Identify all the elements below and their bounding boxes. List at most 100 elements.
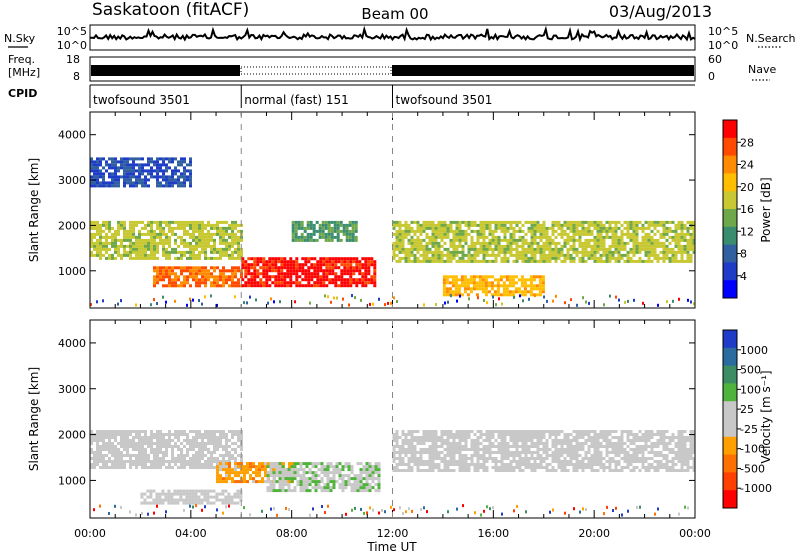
heatmap-cell	[674, 442, 678, 445]
heatmap-cell	[512, 439, 516, 442]
heatmap-cell	[632, 223, 636, 227]
heatmap-cell	[216, 250, 219, 254]
heatmap-cell	[162, 295, 164, 299]
heatmap-cell	[425, 430, 429, 433]
heatmap-cell	[401, 457, 405, 460]
heatmap-cell	[605, 448, 609, 451]
heatmap-cell	[605, 445, 609, 448]
heatmap-cell	[539, 436, 543, 439]
heatmap-cell	[132, 454, 135, 457]
heatmap-cell	[529, 275, 533, 279]
heatmap-cell	[608, 226, 612, 230]
heatmap-cell	[93, 235, 96, 239]
heatmap-cell	[262, 269, 266, 273]
heatmap-cell	[288, 462, 291, 466]
heatmap-cell	[476, 469, 480, 472]
heatmap-cell	[452, 253, 456, 257]
heatmap-cell	[584, 451, 588, 454]
heatmap-cell	[422, 247, 426, 251]
heatmap-cell	[476, 241, 480, 245]
heatmap-cell	[367, 266, 371, 270]
heatmap-cell	[638, 241, 642, 245]
heatmap-cell	[277, 269, 281, 273]
heatmap-cell	[428, 454, 432, 457]
heatmap-cell	[512, 445, 516, 448]
heatmap-cell	[650, 223, 654, 227]
heatmap-cell	[210, 244, 213, 248]
heatmap-cell	[304, 257, 308, 261]
heatmap-cell	[511, 275, 515, 279]
heatmap-cell	[111, 235, 114, 239]
heatmap-cell	[96, 300, 98, 304]
heatmap-cell	[476, 466, 480, 469]
heatmap-cell	[195, 266, 198, 270]
heatmap-cell	[486, 301, 488, 305]
heatmap-cell	[346, 281, 350, 285]
heatmap-cell	[153, 269, 156, 273]
heatmap-cell	[201, 266, 204, 270]
heatmap-cell	[488, 436, 492, 439]
heatmap-cell	[461, 244, 465, 248]
heatmap-cell	[680, 238, 684, 242]
heatmap-cell	[303, 229, 307, 233]
heatmap-cell	[228, 445, 231, 448]
heatmap-cell	[200, 501, 204, 505]
heatmap-cell	[563, 436, 567, 439]
heatmap-cell	[617, 463, 621, 466]
heatmap-cell	[215, 495, 219, 499]
heatmap-cell	[671, 256, 675, 260]
heatmap-cell	[512, 460, 516, 463]
heatmap-cell	[584, 466, 588, 469]
heatmap-cell	[566, 436, 570, 439]
heatmap-cell	[149, 492, 153, 496]
heatmap-cell	[541, 281, 545, 285]
heatmap-cell	[120, 166, 123, 170]
heatmap-cell	[509, 454, 513, 457]
heatmap-cell	[437, 235, 441, 239]
heatmap-cell	[210, 294, 212, 298]
heatmap-cell	[186, 244, 189, 248]
heatmap-cell	[123, 235, 126, 239]
heatmap-cell	[482, 250, 486, 254]
heatmap-cell	[395, 445, 399, 448]
heatmap-cell	[225, 269, 228, 273]
heatmap-cell	[186, 454, 189, 457]
heatmap-cell	[488, 433, 492, 436]
heatmap-cell	[114, 241, 117, 245]
heatmap-cell	[355, 263, 359, 267]
heatmap-cell	[662, 256, 666, 260]
heatmap-cell	[623, 442, 627, 445]
heatmap-cell	[572, 250, 576, 254]
heatmap-cell	[545, 457, 549, 460]
heatmap-cell	[581, 256, 585, 260]
heatmap-cell	[566, 256, 570, 260]
heatmap-cell	[632, 241, 636, 245]
heatmap-cell	[368, 489, 372, 493]
heatmap-cell	[484, 293, 488, 297]
heatmap-cell	[320, 480, 324, 484]
heatmap-cell	[470, 259, 474, 263]
heatmap-cell	[358, 272, 362, 276]
heatmap-cell	[228, 457, 231, 460]
heatmap-cell	[407, 229, 411, 233]
heatmap-cell	[177, 250, 180, 254]
heatmap-cell	[521, 244, 525, 248]
heatmap-cell	[162, 250, 165, 254]
heatmap-cell	[271, 275, 275, 279]
heatmap-cell	[557, 253, 561, 257]
heatmap-cell	[467, 259, 471, 263]
heatmap-cell	[479, 442, 483, 445]
heatmap-cell	[374, 462, 378, 466]
heatmap-cell	[455, 250, 459, 254]
heatmap-cell	[204, 272, 207, 276]
heatmap-cell	[225, 226, 228, 230]
heatmap-cell	[665, 442, 669, 445]
heatmap-cell	[168, 266, 171, 270]
heatmap-cell	[120, 299, 122, 303]
heatmap-cell	[434, 256, 438, 260]
heatmap-cell	[180, 157, 183, 161]
heatmap-cell	[171, 160, 174, 164]
heatmap-cell	[539, 244, 543, 248]
heatmap-cell	[262, 284, 266, 288]
